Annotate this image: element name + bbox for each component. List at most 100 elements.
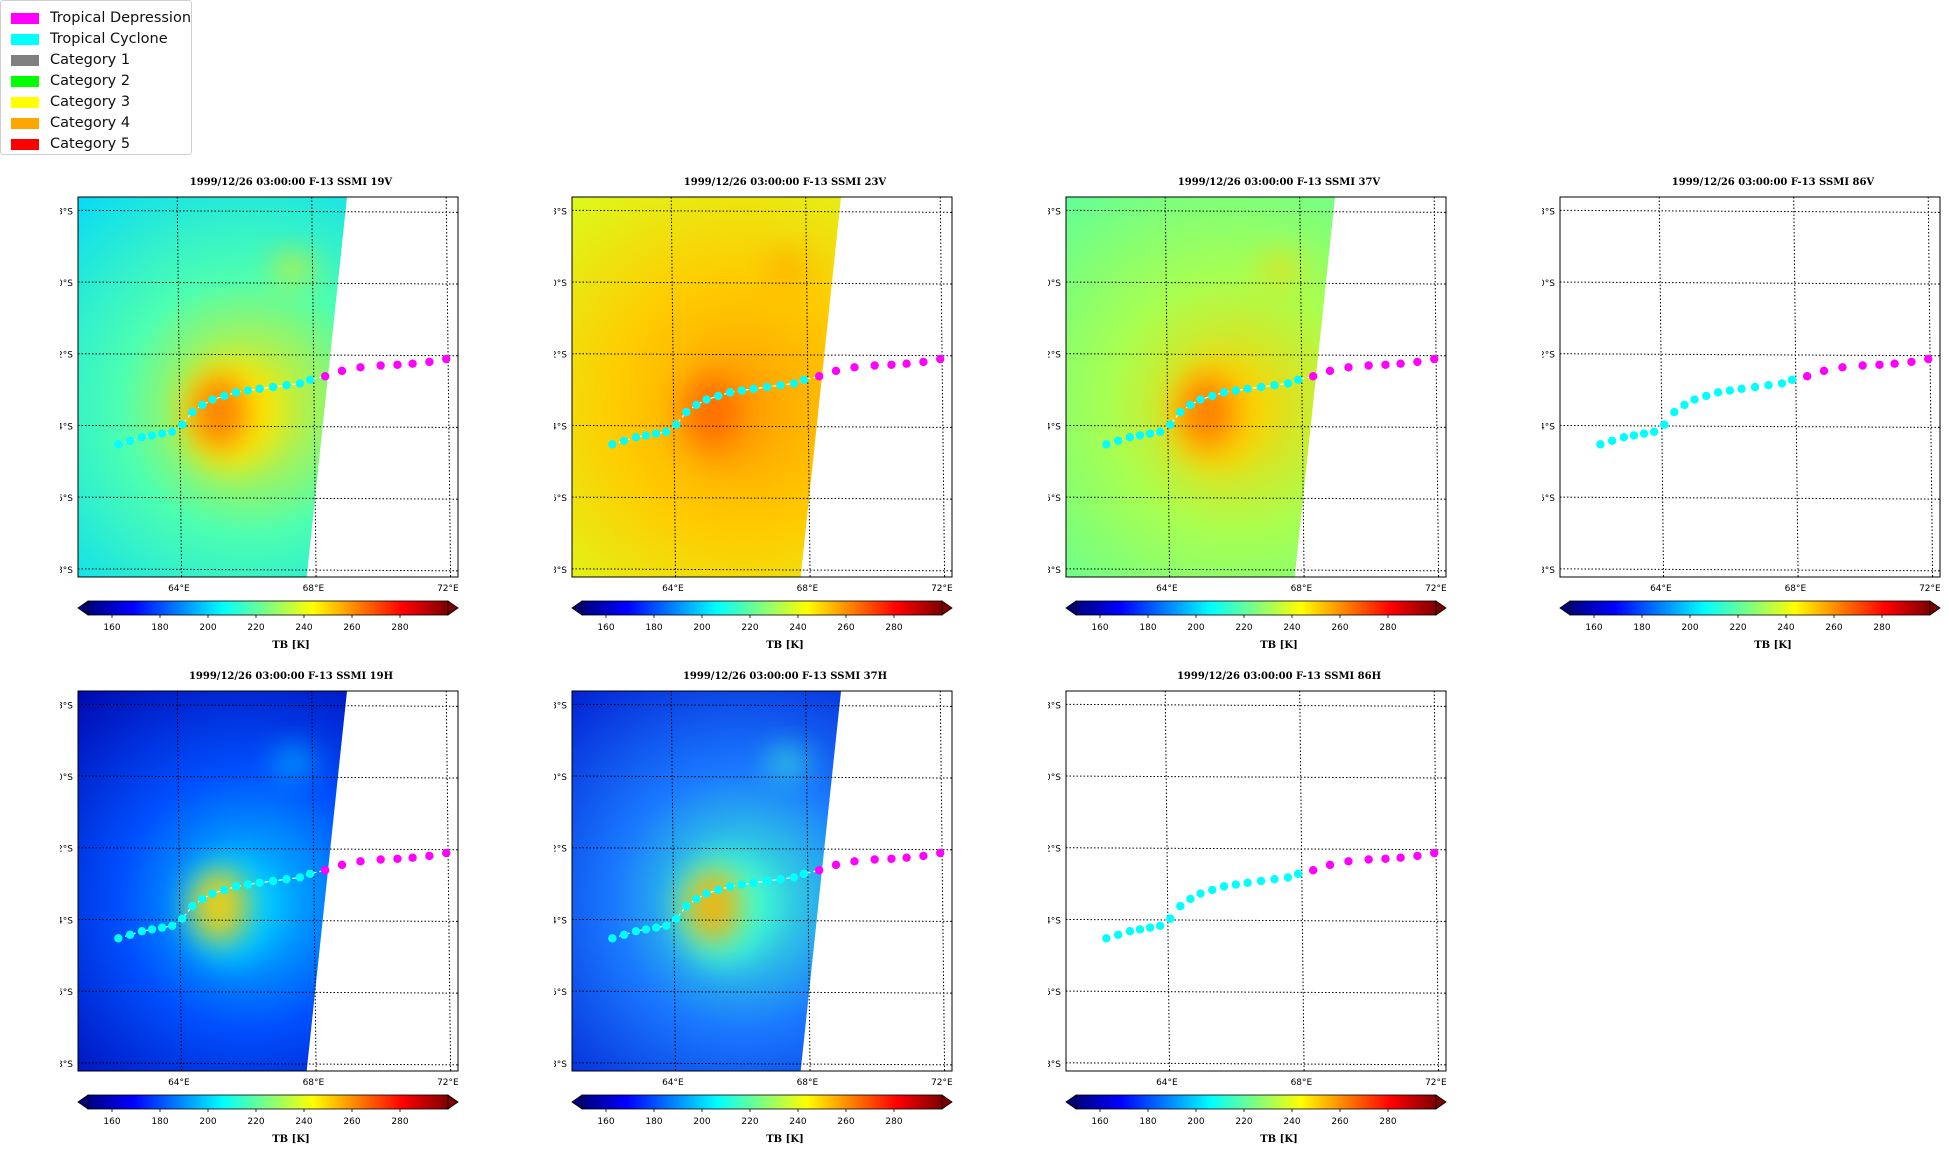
colorbar-extend-high — [1435, 600, 1447, 616]
meridian-line — [805, 197, 811, 577]
legend-label: Category 2 — [50, 73, 131, 89]
track-point — [1819, 366, 1829, 376]
map-plot: 8°S 10°S 12°S 14°S 16°S 18°S 64°E 68°E 72°E — [60, 690, 459, 1088]
map-panel-37v: 1999/12/26 03:00:00 F-13 SSMI 37V 8°S 10°S… — [1048, 177, 1468, 657]
track-point — [1430, 354, 1439, 364]
track-point — [1607, 436, 1617, 445]
colorbar-tick-label: 160 — [1091, 623, 1108, 633]
parallel-line — [1066, 847, 1446, 851]
track-point — [231, 882, 241, 891]
colorbar-tick-label: 240 — [295, 623, 312, 633]
colorbar-extend-low — [1559, 600, 1571, 616]
track-point — [243, 386, 253, 395]
map-panel-86h: 1999/12/26 03:00:00 F-13 SSMI 86H 8°S 10°S… — [1048, 671, 1468, 1151]
graticule — [78, 691, 458, 1071]
track-point — [1737, 384, 1746, 393]
track-point — [1125, 432, 1135, 442]
graticule — [1560, 197, 1940, 577]
meridian-line — [176, 691, 183, 1071]
track-point — [831, 860, 841, 870]
track-point — [631, 432, 641, 442]
colorbar-extend-high — [1435, 1094, 1447, 1110]
track-point — [1725, 386, 1735, 395]
storm-track — [1102, 354, 1439, 449]
track-point — [1186, 400, 1195, 410]
legend-item: Category 5 — [11, 134, 130, 154]
colorbar-tick-label: 160 — [103, 623, 120, 633]
track-point — [178, 420, 187, 429]
colorbar-tick-label: 200 — [693, 1117, 710, 1127]
colorbar: 160 180 200 220 240 260 280 — [571, 600, 953, 633]
track-point — [749, 878, 758, 887]
track-point — [799, 375, 809, 385]
lat-tick-label: 10°S — [554, 773, 567, 783]
legend-label: Category 3 — [50, 94, 131, 110]
track-point — [442, 354, 451, 364]
meridian-line — [1927, 197, 1934, 577]
meridian-line — [311, 197, 317, 577]
parallel-line — [572, 496, 952, 500]
colorbar-tick-label: 280 — [885, 1117, 902, 1127]
track-point — [725, 882, 735, 891]
lat-tick-label: 16°S — [554, 988, 567, 998]
lat-tick-label: 14°S — [1048, 916, 1061, 926]
lat-tick-label: 12°S — [1048, 351, 1061, 361]
lon-tick-label: 68°E — [797, 1078, 819, 1088]
track-point — [1155, 921, 1165, 931]
track-point — [1890, 359, 1899, 368]
parallel-line — [572, 775, 952, 779]
track-point — [702, 395, 711, 404]
track-point — [305, 869, 315, 879]
lat-tick-label: 12°S — [1542, 351, 1555, 361]
colorbar-tick-label: 160 — [1091, 1117, 1108, 1127]
storm-track — [1596, 354, 1933, 449]
track-point — [198, 894, 207, 904]
track-point — [1325, 366, 1335, 376]
legend-swatch — [11, 138, 39, 150]
track-point — [1764, 381, 1773, 390]
lat-tick-label: 16°S — [554, 494, 567, 504]
lat-tick-label: 16°S — [1048, 988, 1061, 998]
lon-tick-label: 72°E — [931, 584, 953, 594]
parallel-line — [78, 496, 458, 500]
track-point — [1777, 379, 1787, 388]
track-point — [1690, 395, 1699, 404]
meridian-line — [1164, 691, 1171, 1071]
lat-tick-label: 16°S — [60, 988, 73, 998]
meridian-line — [445, 197, 452, 577]
parallel-line — [1066, 703, 1446, 707]
parallel-line — [572, 847, 952, 851]
track-point — [1396, 853, 1405, 862]
track-point — [282, 381, 291, 390]
track-point — [295, 873, 305, 882]
track-point — [1270, 875, 1279, 884]
colorbar-tick-label: 180 — [151, 1117, 168, 1127]
track-point — [137, 432, 147, 442]
parallel-line — [572, 353, 952, 357]
track-point — [651, 429, 661, 438]
colorbar-tick-label: 200 — [693, 623, 710, 633]
lon-tick-label: 72°E — [931, 1078, 953, 1088]
track-point — [1256, 382, 1266, 392]
meridian-line — [670, 691, 677, 1071]
lat-tick-label: 14°S — [554, 916, 567, 926]
colorbar-extend-low — [77, 600, 89, 616]
lat-tick-label: 18°S — [554, 1060, 567, 1070]
colorbar-tick-label: 260 — [1825, 623, 1842, 633]
graticule — [1066, 691, 1446, 1071]
storm-track — [1102, 848, 1439, 943]
meridian-line — [1433, 691, 1440, 1071]
track-point — [725, 388, 735, 397]
track-point — [672, 914, 681, 923]
track-point — [255, 878, 264, 887]
swath-field — [1066, 197, 1336, 577]
track-point — [1875, 360, 1884, 369]
track-point — [631, 926, 641, 936]
colorbar-label: TB [K] — [1260, 1134, 1298, 1145]
colorbar-tick-label: 240 — [295, 1117, 312, 1127]
track-point — [220, 885, 229, 895]
colorbar-tick-label: 180 — [645, 623, 662, 633]
track-point — [1344, 857, 1353, 866]
map-plot: 8°S 10°S 12°S 14°S 16°S 18°S 64°E 68°E 72°E — [554, 690, 953, 1088]
parallel-line — [78, 281, 458, 285]
